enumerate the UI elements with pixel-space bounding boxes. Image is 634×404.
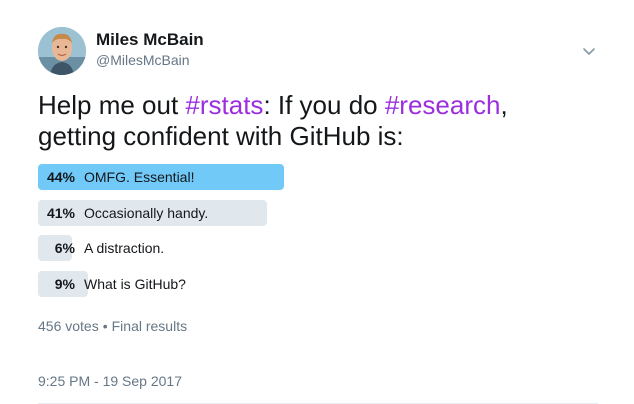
- hashtag-rstats[interactable]: #rstats: [185, 90, 264, 120]
- poll-separator: •: [102, 318, 108, 334]
- poll-percent: 41%: [46, 204, 75, 221]
- avatar[interactable]: [38, 27, 86, 75]
- tweet-text: Help me out #rstats: If you do #research…: [38, 90, 598, 152]
- poll-votes: 456 votes: [38, 318, 99, 334]
- tweet-text-part: : If you do: [263, 90, 385, 120]
- poll-percent: 9%: [54, 275, 75, 292]
- poll-option: 44% OMFG. Essential!: [38, 164, 598, 190]
- tweet-text-part: getting confident with GitHub is:: [38, 121, 404, 151]
- poll-option: 6% A distraction.: [38, 235, 598, 261]
- chevron-down-icon[interactable]: [580, 42, 598, 60]
- poll-percent: 44%: [46, 169, 75, 185]
- poll-label: Occasionally handy.: [84, 204, 209, 221]
- tweet-text-part: ,: [500, 90, 508, 120]
- poll-meta: 456 votes • Final results: [38, 318, 187, 335]
- poll-option: 41% Occasionally handy.: [38, 199, 598, 226]
- poll-label: A distraction.: [84, 240, 165, 256]
- poll-status: Final results: [111, 318, 188, 334]
- author-name[interactable]: Miles McBain: [96, 30, 204, 49]
- tweet-text-part: Help me out: [38, 90, 186, 120]
- author-handle[interactable]: @MilesMcBain: [96, 52, 190, 68]
- poll-label: OMFG. Essential!: [84, 169, 195, 185]
- poll-label: What is GitHub?: [84, 275, 186, 292]
- poll-percent: 6%: [54, 240, 75, 256]
- timestamp[interactable]: 9:25 PM - 19 Sep 2017: [38, 373, 182, 389]
- poll-bar: [38, 270, 89, 297]
- poll: 44% OMFG. Essential! 41% Occasionally ha…: [38, 164, 598, 306]
- hashtag-research[interactable]: #research: [384, 90, 501, 120]
- poll-option: 9% What is GitHub?: [38, 270, 598, 297]
- poll-bar: [38, 199, 268, 226]
- poll-bar: [38, 164, 284, 190]
- poll-bar: [38, 235, 72, 261]
